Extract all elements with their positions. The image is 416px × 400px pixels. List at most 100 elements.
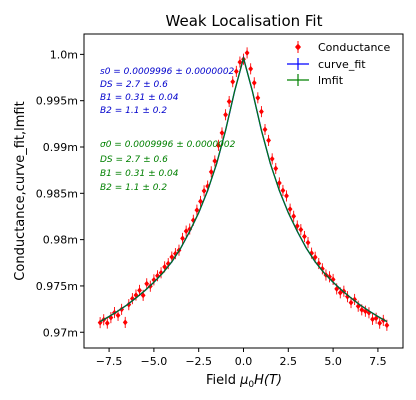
- conductance-marker: [165, 260, 171, 267]
- conductance-marker: [194, 207, 200, 214]
- conductance-marker: [190, 217, 196, 224]
- conductance-point: [183, 225, 189, 237]
- conductance-marker: [377, 320, 383, 327]
- conductance-marker: [287, 206, 293, 213]
- annotation-curve-fit-line-4: B2 = 1.1 ± 0.2: [100, 106, 167, 116]
- conductance-marker: [201, 187, 207, 194]
- conductance-point: [223, 109, 228, 121]
- y-axis-label: Conductance,curve_fit,lmfit: [13, 101, 28, 280]
- annotation-curve-fit-line-3: B1 = 0.31 ± 0.04: [100, 93, 179, 103]
- conductance-marker: [255, 94, 261, 101]
- legend-entry-conductance: Conductance: [295, 41, 390, 54]
- legend: Conductance curve_fit lmfit: [287, 41, 390, 87]
- conductance-point: [137, 284, 142, 296]
- x-axis-label-sub: 0: [248, 380, 254, 390]
- conductance-point: [280, 184, 286, 197]
- annotation-curve-fit: s0 = 0.0009996 ± 0.0000002 DS = 2.7 ± 0.…: [100, 67, 235, 116]
- annotation-lmfit-line-1: σ0 = 0.0009996 ± 0.0000002: [100, 140, 236, 150]
- y-tick-label: 1.0m: [50, 48, 78, 61]
- legend-label-curve-fit: curve_fit: [318, 58, 366, 71]
- conductance-marker: [133, 292, 139, 299]
- conductance-point: [216, 139, 221, 151]
- y-tick-label: 0.97m: [43, 326, 78, 339]
- conductance-point: [198, 195, 203, 207]
- annotation-lmfit: σ0 = 0.0009996 ± 0.0000002 DS = 2.7 ± 0.…: [100, 140, 236, 193]
- x-axis-label: Field μ0H(T): [206, 373, 282, 390]
- legend-entry-curve-fit: curve_fit: [287, 58, 366, 71]
- y-tick-label: 0.985m: [36, 187, 78, 200]
- conductance-marker: [262, 126, 268, 133]
- conductance-marker: [359, 306, 365, 313]
- x-axis-label-mu: μ: [239, 373, 248, 388]
- conductance-point: [230, 76, 236, 88]
- conductance-point: [298, 224, 304, 236]
- conductance-marker: [183, 228, 189, 235]
- x-axis-label-main: Field: [206, 373, 240, 388]
- x-tick-label: 0.0: [235, 355, 253, 368]
- conductance-point: [233, 65, 239, 77]
- conductance-point: [219, 127, 225, 139]
- conductance-point: [144, 278, 150, 290]
- conductance-point: [348, 297, 354, 309]
- conductance-point: [291, 210, 297, 222]
- conductance-marker: [248, 65, 254, 72]
- conductance-point: [362, 305, 368, 317]
- conductance-marker: [305, 239, 311, 246]
- conductance-marker: [348, 299, 354, 306]
- conductance-marker: [370, 316, 375, 323]
- conductance-marker: [251, 79, 257, 86]
- conductance-marker: [352, 296, 358, 303]
- x-tick-label: 2.5: [280, 355, 298, 368]
- conductance-marker: [233, 68, 239, 75]
- series-layer: [97, 47, 390, 331]
- conductance-point: [244, 47, 250, 59]
- conductance-point: [273, 162, 279, 175]
- conductance-marker: [208, 168, 214, 175]
- conductance-point: [180, 232, 185, 244]
- conductance-point: [352, 293, 358, 306]
- x-axis-label-rest: H(T): [254, 373, 282, 388]
- conductance-marker: [266, 137, 271, 144]
- conductance-point: [226, 95, 232, 108]
- conductance-marker: [115, 312, 121, 319]
- conductance-marker: [223, 111, 228, 118]
- conductance-marker: [137, 287, 142, 294]
- conductance-marker: [244, 49, 250, 56]
- conductance-marker: [337, 289, 343, 296]
- lmfit-line: [99, 55, 388, 323]
- conductance-marker: [284, 192, 289, 199]
- legend-label-conductance: Conductance: [318, 41, 390, 54]
- conductance-marker: [269, 155, 275, 162]
- conductance-marker: [280, 187, 286, 194]
- conductance-marker: [237, 59, 243, 66]
- conductance-point: [208, 166, 214, 178]
- x-tick-label: −7.5: [96, 355, 123, 368]
- conductance-point: [370, 313, 375, 325]
- conductance-marker: [302, 233, 307, 240]
- conductance-point: [122, 316, 128, 328]
- conductance-marker: [294, 223, 300, 230]
- conductance-point: [302, 230, 307, 243]
- conductance-point: [129, 293, 135, 305]
- annotation-curve-fit-line-1: s0 = 0.0009996 ± 0.0000002: [100, 67, 235, 77]
- annotation-lmfit-line-2: DS = 2.7 ± 0.6: [100, 155, 168, 165]
- conductance-point: [284, 190, 289, 202]
- conductance-marker: [155, 272, 160, 279]
- conductance-marker: [122, 319, 128, 326]
- conductance-marker: [198, 198, 203, 205]
- conductance-point: [269, 153, 275, 165]
- x-tick-label: 7.5: [369, 355, 387, 368]
- conductance-marker: [330, 276, 336, 283]
- conductance-point: [194, 204, 200, 216]
- conductance-marker: [129, 295, 135, 302]
- y-tick-label: 0.975m: [36, 280, 78, 293]
- conductance-point: [248, 63, 254, 75]
- conductance-point: [259, 106, 264, 118]
- y-tick-label: 0.995m: [36, 95, 78, 108]
- x-axis-ticks: −7.5 −5.0 −2.5 0.0 2.5 5.0 7.5: [96, 348, 387, 368]
- y-axis-ticks: 0.97m 0.975m 0.98m 0.985m 0.99m 0.995m 1.0m: [36, 48, 84, 339]
- conductance-marker: [373, 315, 379, 322]
- annotation-curve-fit-line-2: DS = 2.7 ± 0.6: [100, 80, 168, 90]
